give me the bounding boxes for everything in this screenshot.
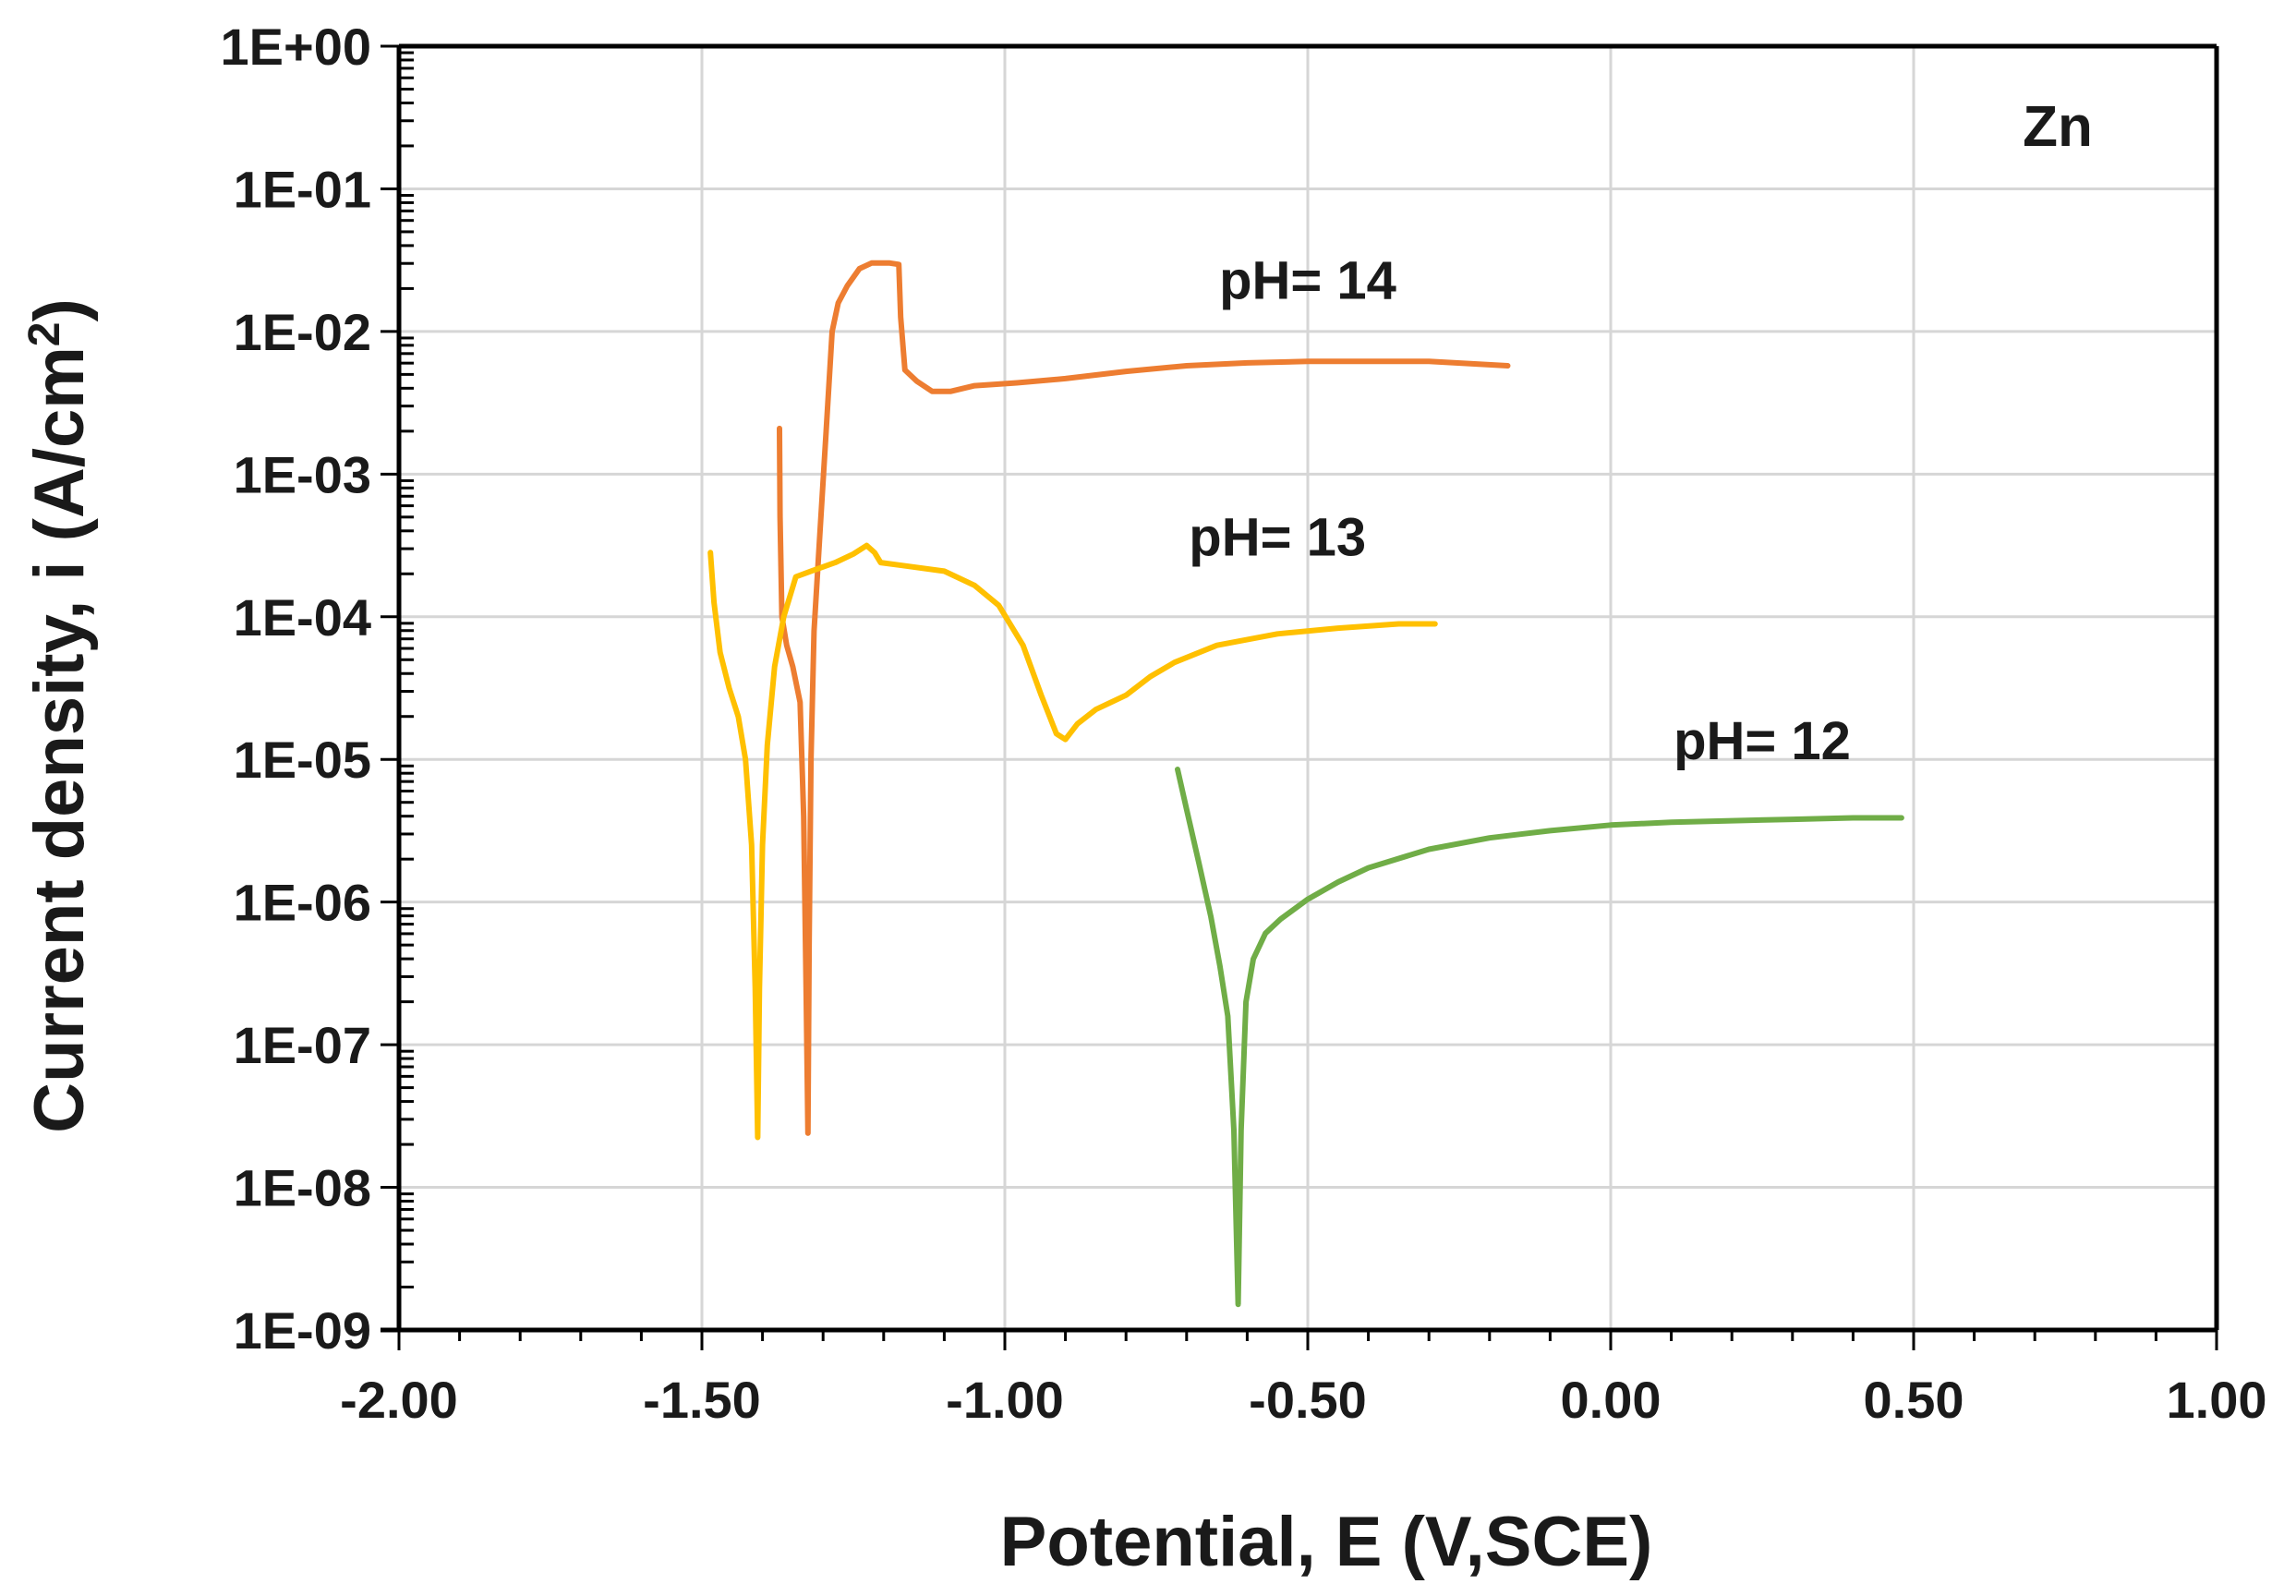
series-label: pH= 13 xyxy=(1189,507,1366,567)
x-tick-label: -1.00 xyxy=(946,1371,1064,1429)
series-line xyxy=(707,542,1438,1141)
y-tick-label: 1E-05 xyxy=(234,731,371,789)
x-tick-label: 1.00 xyxy=(2167,1371,2267,1429)
y-tick-label: 1E-01 xyxy=(234,160,371,218)
y-tick-label: 1E-06 xyxy=(234,874,371,932)
y-axis-title: Current density, i (A/cm2) xyxy=(20,298,100,1133)
y-tick-label: 1E-04 xyxy=(234,588,371,647)
axes xyxy=(381,43,2219,1350)
y-tick-label: 1E-02 xyxy=(234,303,371,361)
y-tick-label: 1E-07 xyxy=(234,1016,371,1074)
series-label: pH= 12 xyxy=(1674,711,1851,771)
series-label: pH= 14 xyxy=(1219,250,1396,310)
x-tick-label: -1.50 xyxy=(643,1371,761,1429)
panel-label: Zn xyxy=(2023,95,2093,159)
series-line xyxy=(777,260,1511,1136)
y-axis-title-superscript: 2 xyxy=(20,321,69,346)
y-tick-label: 1E-09 xyxy=(234,1301,371,1360)
x-tick-label: 0.50 xyxy=(1864,1371,1964,1429)
y-tick-label: 1E+00 xyxy=(221,18,372,76)
y-tick-label: 1E-08 xyxy=(234,1159,371,1217)
x-tick-label: -2.00 xyxy=(340,1371,458,1429)
x-axis-title: Potential, E (V,SCE) xyxy=(1000,1503,1653,1581)
y-axis-title-close: ) xyxy=(20,298,99,321)
y-axis-title-main: Current density, i (A/cm xyxy=(20,346,99,1133)
y-tick-label: 1E-03 xyxy=(234,445,371,503)
series-annotations: pH= 14 pH= 13 pH= 12 xyxy=(1189,250,1851,771)
x-tick-label: -0.50 xyxy=(1249,1371,1367,1429)
tick-labels: -2.00 -1.50 -1.00 -0.50 0.00 0.50 1.00 1E+00 1E-… xyxy=(221,18,2267,1429)
data-series xyxy=(707,260,1904,1308)
x-tick-label: 0.00 xyxy=(1561,1371,1662,1429)
series-line xyxy=(1175,767,1904,1308)
